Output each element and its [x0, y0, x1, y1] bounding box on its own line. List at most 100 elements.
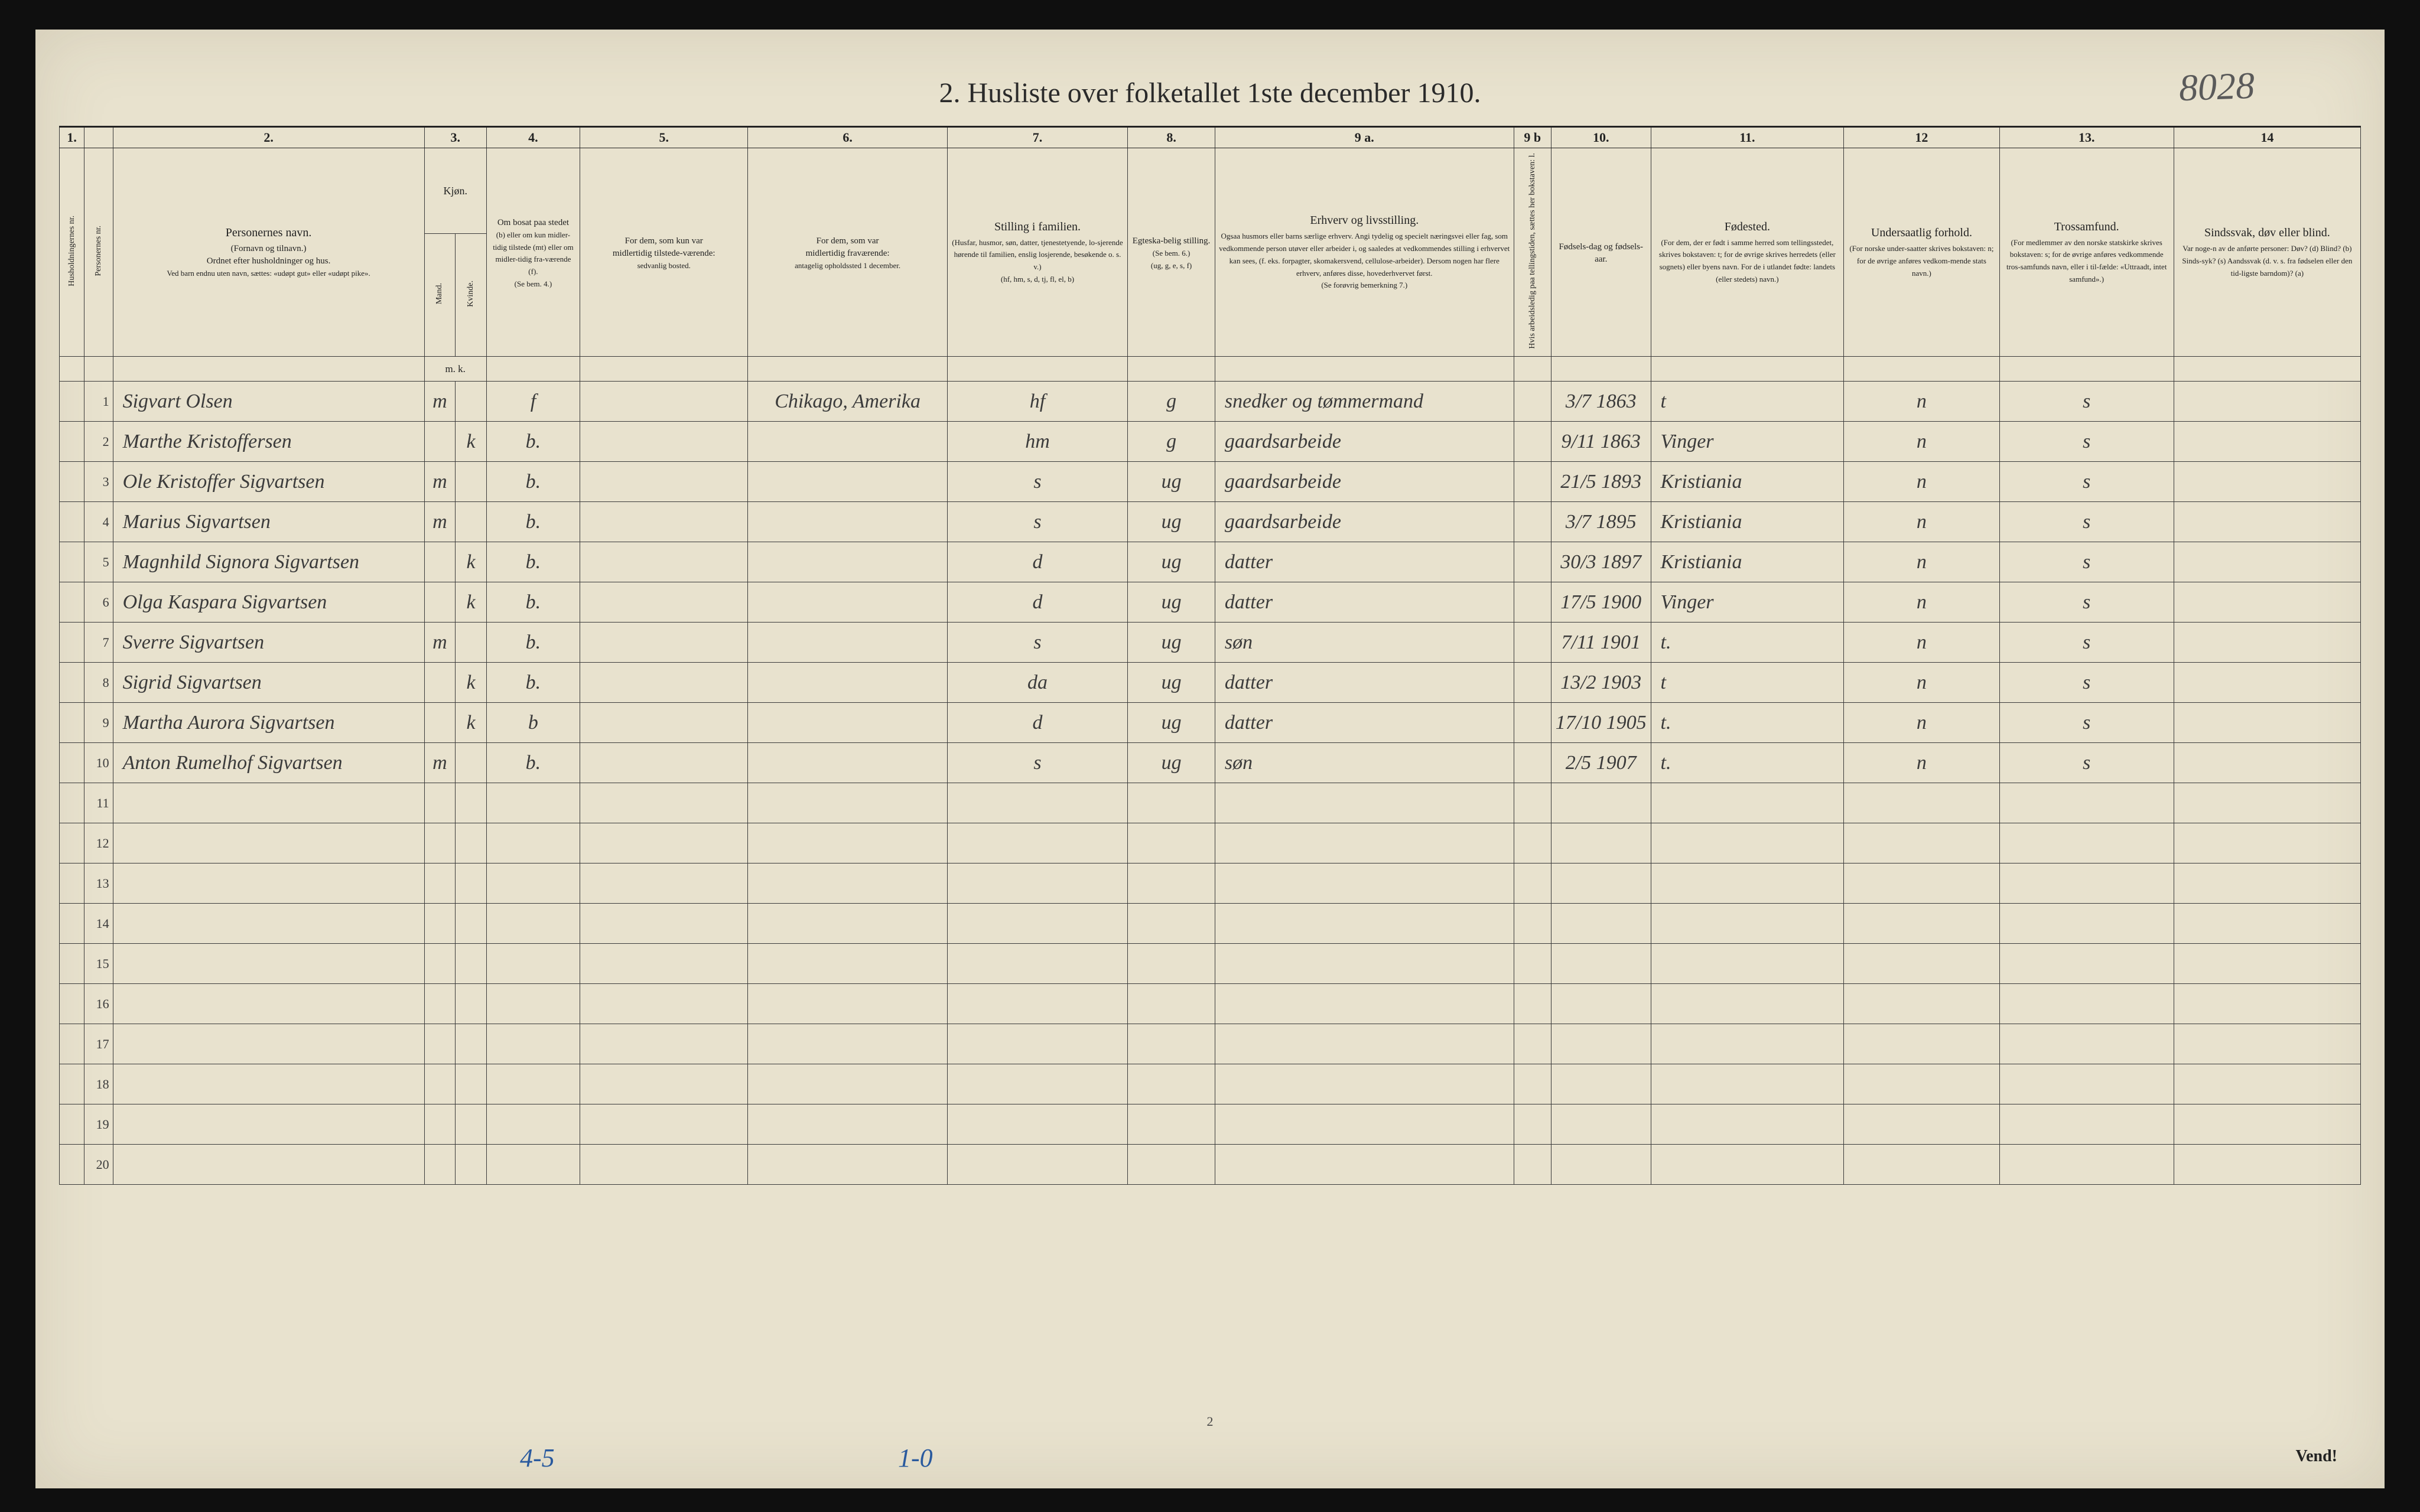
cell-nationality: [1844, 783, 1999, 823]
cell-disability: [2174, 984, 2360, 1024]
cell-disability: [2174, 703, 2360, 743]
cell-sex-female: [456, 743, 487, 783]
cell-temp-present: [580, 382, 748, 422]
cell-sex-female: k: [456, 422, 487, 462]
cell-residence: b: [486, 703, 580, 743]
cell-person-number: 15: [84, 944, 113, 984]
cell-residence: b.: [486, 542, 580, 582]
cell-sex-male: [424, 984, 456, 1024]
cell-name: [113, 783, 424, 823]
cell-temp-absent: [748, 1024, 947, 1064]
cell-person-number: 13: [84, 863, 113, 904]
hdr-temp-absent: For dem, som var midlertidig fraværende:…: [748, 148, 947, 357]
table-row: 14: [60, 904, 2361, 944]
table-row: 3Ole Kristoffer Sigvartsenmb.suggaardsar…: [60, 462, 2361, 502]
cell-person-number: 17: [84, 1024, 113, 1064]
table-row: 12: [60, 823, 2361, 863]
cell-temp-present: [580, 743, 748, 783]
cell-temp-absent: [748, 502, 947, 542]
colnum-9b: 9 b: [1514, 127, 1551, 148]
cell-unemployed: [1514, 1064, 1551, 1104]
cell-nationality: n: [1844, 582, 1999, 623]
hdr-sex-male-label: Mand.: [435, 283, 444, 304]
cell-person-number: 2: [84, 422, 113, 462]
hdr-mar-lead: Egteska-belig stilling.: [1133, 236, 1211, 246]
cell-unemployed: [1514, 703, 1551, 743]
hdr-tp-mid: midlertidig tilstede-værende:: [613, 249, 715, 258]
cell-family-position: [947, 1104, 1128, 1145]
hdr-person-no: Personernes nr.: [84, 148, 113, 357]
cell-residence: [486, 783, 580, 823]
cell-sex-female: [456, 623, 487, 663]
cell-disability: [2174, 1104, 2360, 1145]
cell-temp-present: [580, 623, 748, 663]
cell-marital: [1128, 783, 1215, 823]
cell-sex-male: m: [424, 462, 456, 502]
cell-birthplace: t.: [1651, 623, 1844, 663]
hdr-ta-lead: For dem, som var: [817, 236, 879, 246]
hdr-tp-foot: sedvanlig bosted.: [637, 261, 691, 270]
cell-residence: b.: [486, 623, 580, 663]
hdr-birthplace: Fødested. (For dem, der er født i samme …: [1651, 148, 1844, 357]
hdr-fam-lead: Stilling i familien.: [951, 220, 1124, 234]
table-row: 5Magnhild Signora Sigvartsenkb.dugdatter…: [60, 542, 2361, 582]
form-title: 2. Husliste over folketallet 1ste decemb…: [939, 77, 1481, 109]
cell-unemployed: [1514, 462, 1551, 502]
cell-temp-present: [580, 1064, 748, 1104]
cell-birthplace: Vinger: [1651, 422, 1844, 462]
cell-sex-male: [424, 663, 456, 703]
cell-nationality: [1844, 944, 1999, 984]
cell-temp-present: [580, 823, 748, 863]
cell-residence: [486, 1145, 580, 1185]
cell-unemployed: [1514, 382, 1551, 422]
cell-blank: [60, 1064, 84, 1104]
cell-temp-absent: Chikago, Amerika: [748, 382, 947, 422]
cell-family-position: s: [947, 743, 1128, 783]
blank: [1651, 357, 1844, 382]
printed-page-number: 2: [35, 1414, 2385, 1429]
cell-temp-absent: [748, 1064, 947, 1104]
cell-sex-female: [456, 1024, 487, 1064]
cell-family-position: da: [947, 663, 1128, 703]
cell-marital: ug: [1128, 663, 1215, 703]
blank: [1514, 357, 1551, 382]
hdr-fam-body: (Husfar, husmor, søn, datter, tjenestety…: [952, 238, 1123, 271]
cell-residence: b.: [486, 743, 580, 783]
cell-family-position: s: [947, 462, 1128, 502]
table-row: 7Sverre Sigvartsenmb.sugsøn7/11 1901t.ns: [60, 623, 2361, 663]
table-row: 11: [60, 783, 2361, 823]
cell-person-number: 14: [84, 904, 113, 944]
cell-occupation: snedker og tømmermand: [1215, 382, 1514, 422]
cell-marital: [1128, 823, 1215, 863]
cell-temp-present: [580, 542, 748, 582]
cell-birthplace: [1651, 1064, 1844, 1104]
blank: [580, 357, 748, 382]
blank: [60, 357, 84, 382]
cell-person-number: 1: [84, 382, 113, 422]
cell-birthplace: t.: [1651, 743, 1844, 783]
cell-sex-female: k: [456, 582, 487, 623]
hdr-nat-body: (For norske under-saatter skrives boksta…: [1849, 244, 1993, 277]
hdr-name: Personernes navn. (Fornavn og tilnavn.) …: [113, 148, 424, 357]
cell-religion: [1999, 823, 2174, 863]
cell-blank: [60, 823, 84, 863]
cell-blank: [60, 582, 84, 623]
hdr-family-pos: Stilling i familien. (Husfar, husmor, sø…: [947, 148, 1128, 357]
cell-residence: [486, 904, 580, 944]
cell-blank: [60, 904, 84, 944]
cell-disability: [2174, 944, 2360, 984]
cell-blank: [60, 743, 84, 783]
form-title-row: 2. Husliste over folketallet 1ste decemb…: [59, 77, 2361, 109]
cell-sex-female: [456, 904, 487, 944]
hdr-birth-lead: Fødsels-dag og fødsels-aar.: [1559, 242, 1643, 264]
cell-family-position: s: [947, 502, 1128, 542]
cell-person-number: 5: [84, 542, 113, 582]
cell-unemployed: [1514, 863, 1551, 904]
cell-religion: s: [1999, 382, 2174, 422]
footer: 2 Vend! 4-5 1-0: [35, 1412, 2385, 1477]
blank: [1128, 357, 1215, 382]
hdr-mar-foot: (ug, g, e, s, f): [1151, 261, 1192, 270]
cell-family-position: [947, 823, 1128, 863]
hdr-rel-body: (For medlemmer av den norske statskirke …: [2006, 238, 2167, 284]
cell-temp-present: [580, 783, 748, 823]
